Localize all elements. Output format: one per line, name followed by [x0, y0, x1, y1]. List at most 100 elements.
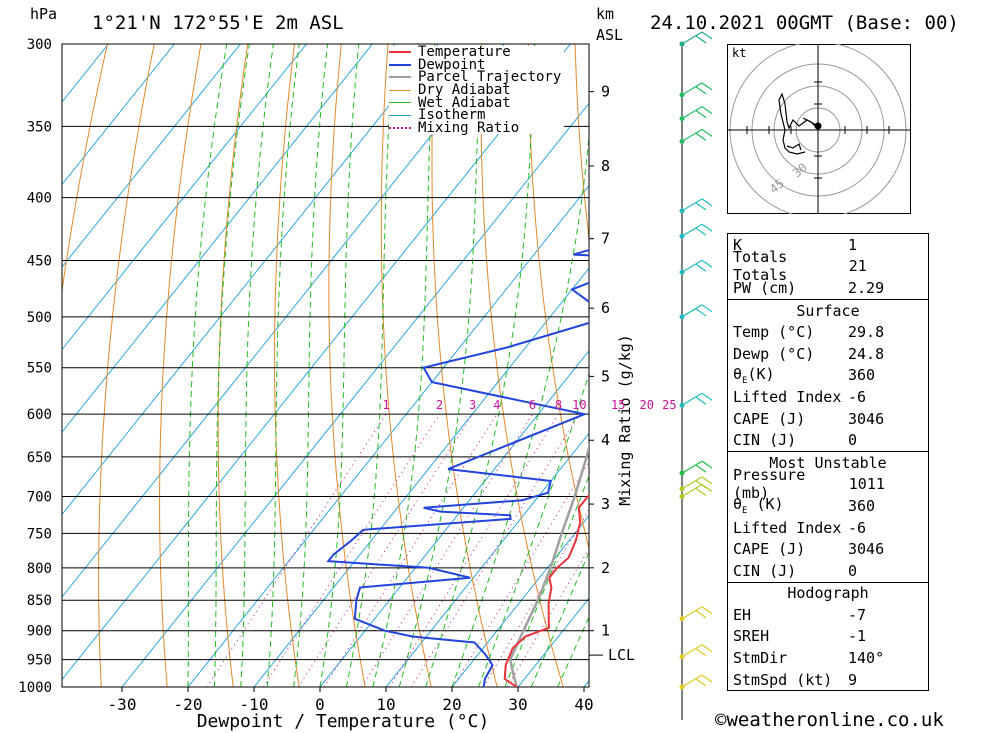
wet-adiabat-line — [345, 44, 395, 687]
mixing-ratio-line — [262, 413, 440, 687]
pressure-tick-label: 950 — [27, 653, 52, 669]
dry-adiabat-line — [380, 44, 432, 687]
pressure-tick-label: 550 — [27, 361, 52, 377]
mixing-ratio-label: 4 — [493, 398, 500, 412]
km-tick-label: 3 — [601, 495, 610, 513]
mixing-ratio-label: 20 — [640, 398, 654, 412]
km-tick-label: 1 — [601, 622, 610, 640]
wind-barb — [679, 223, 713, 239]
wind-barb — [679, 31, 713, 47]
mixing-ratio-label: 3 — [469, 398, 476, 412]
wind-barb — [679, 304, 713, 320]
chart-legend: Temperature Dewpoint Parcel Trajectory D… — [389, 44, 564, 136]
wind-barb — [679, 198, 713, 214]
mixing-ratio-label: 8 — [555, 398, 562, 412]
km-tick-label: 7 — [601, 230, 610, 248]
dewpoint-line — [326, 248, 589, 687]
pressure-tick-label: 900 — [27, 624, 52, 640]
dry-adiabat-line — [574, 44, 589, 243]
dry-adiabat-line — [98, 44, 155, 687]
wind-barb — [679, 644, 713, 660]
wind-barb — [679, 483, 713, 500]
mixing-ratio-axis-label: Mixing Ratio (g/kg) — [616, 334, 634, 506]
km-tick-label: 8 — [601, 157, 610, 175]
mixing-ratio-label: 10 — [572, 398, 586, 412]
legend-item-temperature: Temperature — [389, 44, 564, 60]
km-tick-label: 2 — [601, 559, 610, 577]
isotherm-line — [62, 44, 571, 681]
isotherm-line — [62, 44, 175, 186]
location-title: 1°21'N 172°55'E 2m ASL — [92, 12, 344, 34]
wet-adiabat-line — [398, 44, 482, 687]
wet-adiabat-line — [240, 44, 274, 687]
legend-item-mixing-ratio: Mixing Ratio — [389, 120, 564, 136]
pressure-unit-label: hPa — [30, 5, 58, 23]
hodograph-storm-motion — [814, 122, 822, 130]
isotherm-line — [62, 44, 373, 433]
isotherm-line — [385, 432, 589, 687]
isotherm-line — [62, 44, 307, 351]
wind-barb — [679, 606, 713, 622]
pressure-tick-label: 400 — [27, 191, 52, 207]
most-unstable-header: Most Unstable — [728, 450, 928, 474]
km-label: km — [596, 5, 615, 23]
mixing-ratio-label: 1 — [382, 398, 389, 412]
pressure-tick-label: 1000 — [18, 680, 52, 696]
temp-tick-label: 40 — [574, 695, 593, 714]
wet-adiabat-line — [319, 44, 360, 687]
isotherm-line — [62, 44, 109, 103]
mixing-ratio-label: 25 — [662, 398, 676, 412]
parcel-trajectory-line — [508, 442, 589, 687]
surface-header: Surface — [728, 298, 928, 322]
hodograph-params-header: Hodograph — [728, 581, 928, 605]
isotherm-line — [187, 184, 589, 687]
pressure-tick-label: 850 — [27, 593, 52, 609]
km-tick-label: 4 — [601, 431, 610, 449]
temp-tick-label: 0 — [315, 695, 325, 714]
pressure-tick-label: 650 — [27, 450, 52, 466]
mixing-ratio-label: 15 — [611, 398, 625, 412]
isotherm-line — [253, 267, 589, 687]
pressure-tick-label: 800 — [27, 561, 52, 577]
dry-adiabat-line — [949, 44, 1000, 687]
mixing-ratio-line — [361, 413, 533, 687]
dry-adiabat-line — [62, 44, 108, 295]
copyright-text: ©weatheronline.co.uk — [715, 709, 944, 731]
mixing-ratio-line — [410, 413, 580, 687]
temp-tick-label: -10 — [240, 695, 269, 714]
wet-adiabat-line — [187, 44, 228, 687]
mixing-ratio-label: 6 — [529, 398, 536, 412]
lcl-label: LCL — [608, 646, 635, 664]
isotherm-line — [121, 102, 589, 687]
dry-adiabat-line — [431, 44, 498, 687]
dry-adiabat-line — [217, 44, 249, 687]
dry-adiabat-line — [159, 44, 202, 687]
wet-adiabat-line — [504, 474, 589, 687]
pressure-tick-label: 300 — [27, 37, 52, 53]
dry-adiabat-line — [996, 44, 1000, 687]
legend-item-dry-adiabat: Dry Adiabat — [389, 82, 564, 98]
temp-tick-label: -20 — [174, 695, 203, 714]
datetime-title: 24.10.2021 00GMT (Base: 00) — [650, 12, 959, 34]
km-tick-label: 9 — [601, 83, 610, 101]
wet-adiabat-line — [293, 44, 328, 687]
wet-adiabat-line — [425, 44, 536, 687]
legend-item-wet-adiabat: Wet Adiabat — [389, 95, 564, 111]
pressure-tick-label: 500 — [27, 310, 52, 326]
isotherm-line — [451, 514, 589, 687]
wind-barb — [679, 476, 713, 492]
wind-barb — [679, 128, 713, 144]
pressure-tick-label: 450 — [27, 254, 52, 270]
wet-adiabat-line — [451, 131, 589, 687]
wet-adiabat-line — [557, 616, 589, 687]
km-tick-label: 6 — [601, 299, 610, 317]
wet-adiabat-line — [477, 371, 589, 687]
isotherm-line — [62, 44, 439, 516]
wind-barb — [679, 392, 713, 408]
asl-label: ASL — [596, 26, 624, 44]
pressure-tick-label: 600 — [27, 407, 52, 423]
temp-tick-label: 20 — [442, 695, 461, 714]
temp-tick-label: -30 — [108, 695, 137, 714]
